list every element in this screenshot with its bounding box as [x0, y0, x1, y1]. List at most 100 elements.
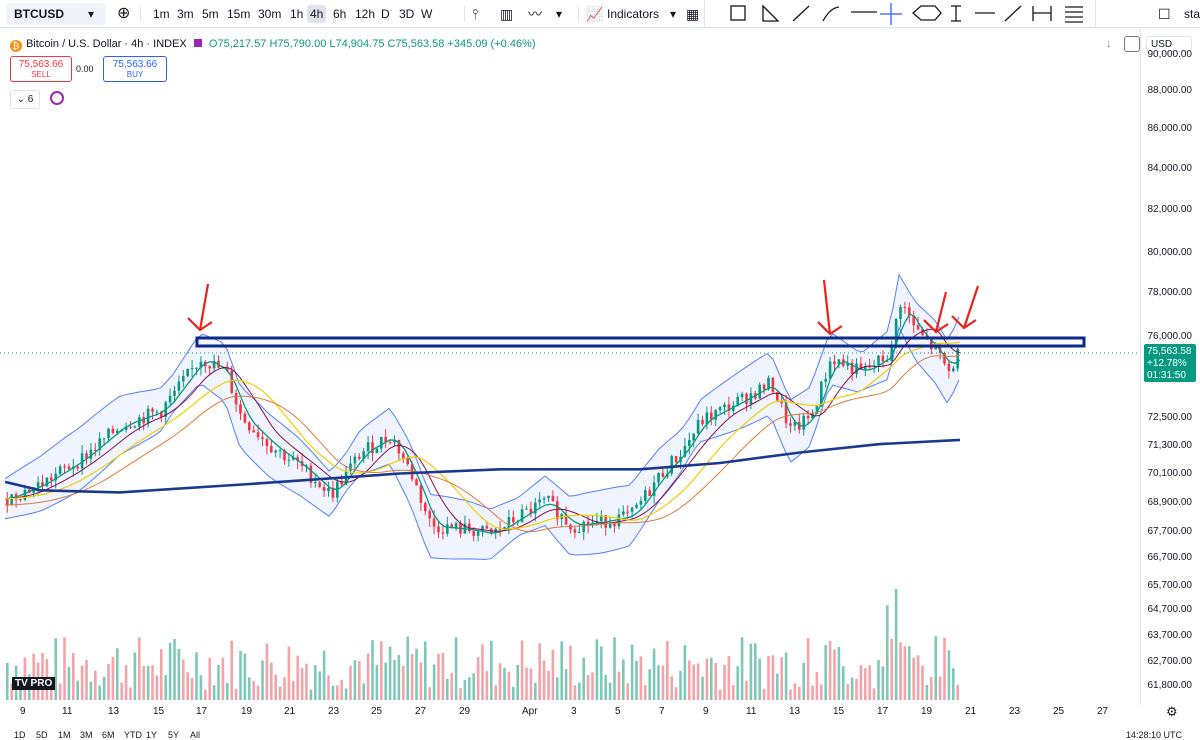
volume-bar — [679, 670, 682, 700]
volume-bar — [344, 688, 348, 700]
volume-bar — [54, 638, 57, 700]
range-button-1m[interactable]: 1M — [58, 730, 71, 740]
symbol-search[interactable]: BTCUSD — [6, 3, 106, 25]
tab-timeframe-4h[interactable]: 4h — [307, 5, 327, 23]
range-button-1d[interactable]: 1D — [14, 730, 26, 740]
tab-timeframe-w[interactable]: W — [421, 7, 433, 21]
candle-body — [674, 456, 678, 463]
volume-bar — [226, 683, 229, 700]
indicators-icon[interactable]: 📈 — [586, 6, 604, 22]
volume-bar — [714, 663, 717, 700]
range-button-5d[interactable]: 5D — [36, 730, 48, 740]
volume-bar — [877, 659, 880, 700]
price-tick-label: 65,700.00 — [1147, 580, 1193, 591]
line-chart-icon[interactable]: 〰 — [528, 6, 542, 22]
range-button-3m[interactable]: 3M — [80, 730, 93, 740]
layouts-icon[interactable]: ▦ — [686, 6, 700, 22]
tab-timeframe-1m[interactable]: 1m — [153, 7, 170, 21]
volume-bar — [168, 642, 172, 700]
date-tick-label: 27 — [1097, 706, 1109, 717]
volume-bar — [287, 646, 291, 700]
range-button-6m[interactable]: 6M — [102, 730, 115, 740]
candle-body — [762, 384, 766, 390]
range-button-1y[interactable]: 1Y — [146, 730, 158, 740]
candle-body — [846, 362, 849, 366]
volume-bar — [441, 652, 445, 700]
tab-timeframe-3d[interactable]: 3D — [399, 7, 415, 21]
bar-replay-icon[interactable]: ⫯ — [472, 6, 479, 22]
volume-bar — [472, 673, 475, 700]
candle-type-icon[interactable]: ▥ — [500, 6, 514, 22]
date-tick-label: 27 — [415, 706, 427, 717]
gear-icon[interactable]: ⚙ — [1166, 704, 1178, 719]
volume-bar — [754, 643, 757, 700]
price-axis[interactable] — [1140, 28, 1200, 705]
tab-timeframe-12h[interactable]: 12h — [355, 7, 376, 21]
volume-bar — [142, 665, 145, 700]
tab-timeframe-1h[interactable]: 1h — [290, 7, 304, 21]
tab-timeframe-30m[interactable]: 30m — [258, 7, 282, 21]
range-button-5y[interactable]: 5Y — [168, 730, 180, 740]
candle-body — [230, 371, 233, 393]
volume-bar — [648, 669, 651, 700]
flag-icon[interactable] — [193, 39, 202, 47]
candle-body — [644, 490, 647, 501]
indicators-button[interactable]: Indicators — [607, 7, 660, 21]
volume-bar — [410, 654, 414, 700]
indicator-collapse-button[interactable]: ⌄ 6 — [10, 90, 40, 109]
tab-timeframe-15m[interactable]: 15m — [227, 7, 251, 21]
volume-bar — [683, 645, 687, 700]
volume-bar — [556, 677, 559, 700]
volume-bar — [481, 644, 484, 700]
candle-body — [349, 463, 352, 471]
divider — [578, 6, 579, 22]
refresh-icon[interactable] — [50, 91, 64, 105]
download-icon[interactable]: ↓ — [1106, 38, 1112, 50]
volume-bar — [278, 686, 282, 700]
range-button-all[interactable]: All — [190, 730, 201, 740]
volume-bar — [437, 653, 440, 700]
candle-body — [98, 438, 101, 450]
candle-body — [160, 411, 163, 417]
range-button-ytd[interactable]: YTD — [124, 730, 142, 740]
price-tick-label: 84,000.00 — [1147, 163, 1193, 174]
volume-bar — [894, 588, 898, 700]
chevron-icon[interactable]: ▾ — [88, 7, 95, 21]
candle-body — [512, 517, 515, 523]
price-chart[interactable] — [0, 28, 1140, 733]
window-icon[interactable]: ☐ — [1158, 6, 1171, 22]
volume-bar — [63, 637, 66, 700]
candle-body — [239, 404, 242, 414]
volume-bar — [292, 680, 295, 700]
candle-body — [146, 408, 150, 424]
volume-bar — [208, 657, 211, 700]
volume-bar — [300, 667, 304, 700]
candle-body — [837, 359, 841, 365]
sell-button[interactable]: 75,563.66 SELL — [10, 56, 72, 82]
buy-button[interactable]: 75,563.66 BUY — [103, 56, 167, 82]
settings-icon[interactable] — [1124, 36, 1140, 52]
add-symbol-icon[interactable]: ⊕ — [117, 5, 131, 22]
volume-bar — [701, 676, 704, 700]
volume-bar — [454, 637, 458, 700]
candle-body — [177, 381, 181, 391]
tab-timeframe-6h[interactable]: 6h — [333, 7, 347, 21]
volume-bar — [872, 688, 876, 700]
date-tick-label: 5 — [615, 706, 621, 717]
currency-select[interactable]: USD — [1146, 36, 1192, 52]
tab-timeframe-d[interactable]: D — [381, 7, 390, 21]
tab-timeframe-3m[interactable]: 3m — [177, 7, 194, 21]
candle-body — [859, 363, 863, 370]
volume-bar — [547, 671, 550, 700]
candle-body — [569, 524, 572, 530]
chevron-down-icon[interactable]: ▾ — [556, 7, 563, 21]
volume-bar — [912, 657, 915, 700]
volume-bar — [186, 672, 189, 700]
volume-bar — [855, 678, 858, 700]
chevron-down-icon[interactable]: ▾ — [670, 7, 677, 21]
volume-bar — [674, 687, 678, 700]
volume-bar — [542, 660, 546, 700]
candle-body — [76, 466, 79, 469]
tab-timeframe-5m[interactable]: 5m — [202, 7, 219, 21]
price-tick-label: 67,700.00 — [1147, 526, 1193, 537]
